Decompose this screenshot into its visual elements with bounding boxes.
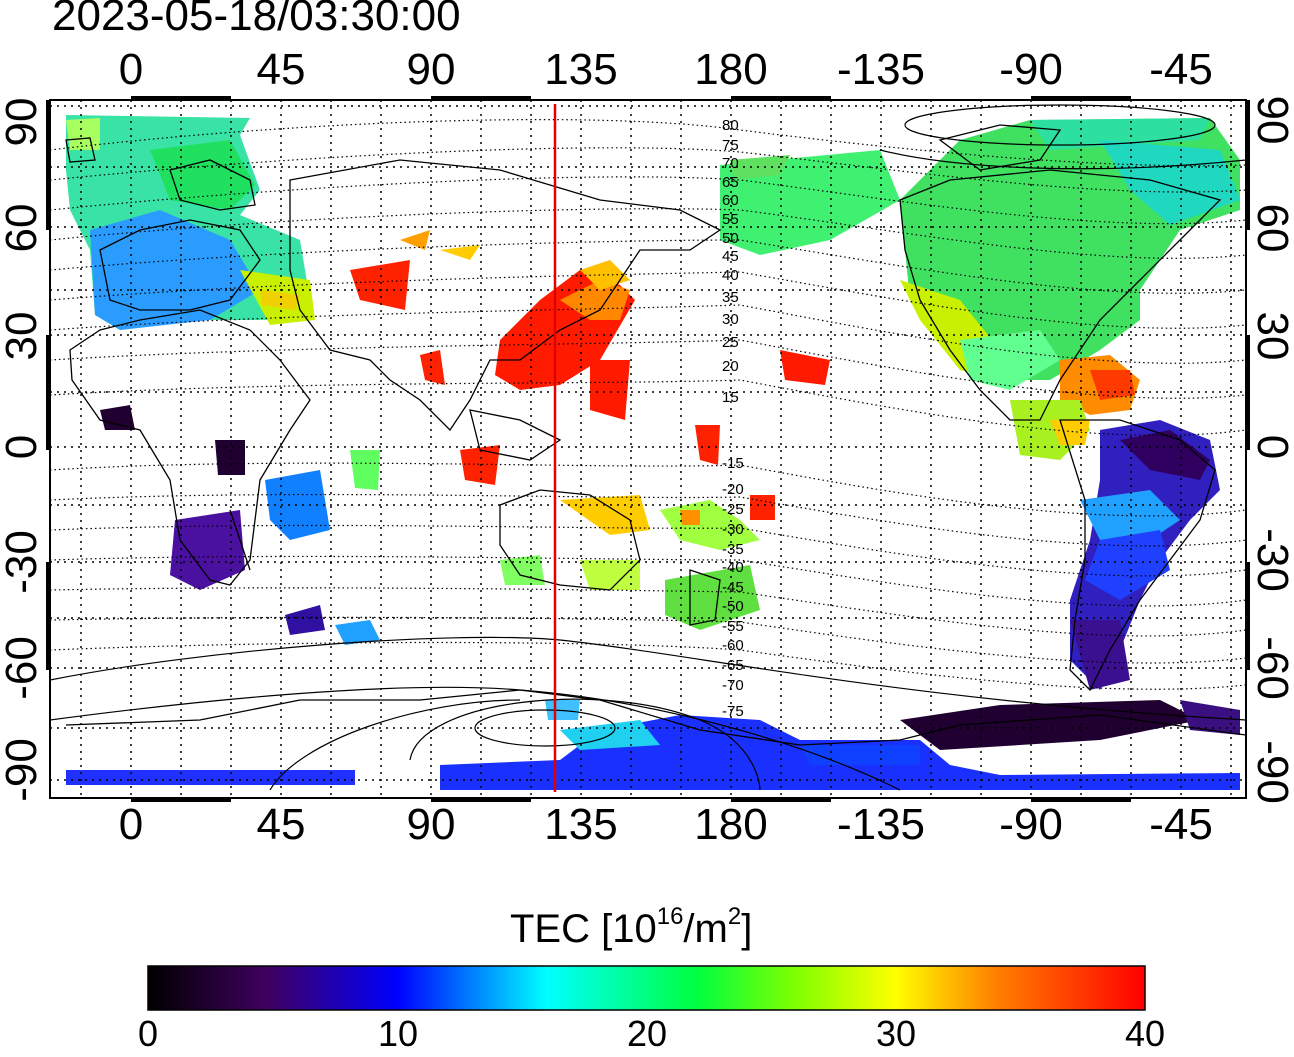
contour-label: -15 [722, 455, 744, 472]
contour-label: 70 [722, 155, 739, 172]
lon-label: 0 [118, 45, 144, 94]
colorbar-title-close: ] [741, 907, 753, 951]
contour-label: 30 [722, 311, 739, 328]
lon-label: -45 [1149, 45, 1213, 94]
contour-label: -55 [722, 618, 744, 635]
contour-label: -75 [722, 703, 744, 720]
timestamp-title: 2023-05-18/03:30:00 [52, 0, 461, 40]
colorbar-title-exp: 16 [656, 903, 684, 930]
contour-label: 55 [722, 211, 739, 228]
lon-label: 180 [694, 45, 768, 94]
axis-tick-bars [46, 96, 1250, 802]
colorbar-tick: 10 [377, 1013, 419, 1054]
lon-label: 90 [406, 45, 456, 94]
lon-label: 45 [256, 45, 306, 94]
lon-label: 135 [544, 45, 618, 94]
colorbar-title: TEC [1016/m2] [510, 903, 753, 951]
tec-data-layer [66, 115, 1240, 790]
contour-label: 25 [722, 334, 739, 351]
colorbar-title-unit-exp: 2 [727, 903, 742, 930]
contour-label: -30 [722, 521, 744, 538]
contour-label: 15 [722, 389, 739, 406]
contour-label: -20 [722, 481, 744, 498]
contour-label: 65 [722, 174, 739, 191]
contour-label: 20 [722, 358, 739, 375]
lon-label: -90 [999, 800, 1063, 849]
lon-label: 180 [694, 800, 768, 849]
contour-label: 35 [722, 289, 739, 306]
contour-label: -25 [722, 501, 744, 518]
lon-label: 45 [256, 800, 306, 849]
contour-label: 75 [722, 137, 739, 154]
contour-label: 40 [722, 267, 739, 284]
magnetic-contours [50, 119, 1246, 690]
contour-label: -70 [722, 677, 744, 694]
lon-label: 90 [406, 800, 456, 849]
colorbar-tick: 30 [875, 1013, 917, 1054]
contour-label: -60 [722, 637, 744, 654]
coastlines [65, 124, 1246, 746]
contour-label: -65 [722, 657, 744, 674]
solid-contours [50, 104, 1246, 791]
colorbar-tick: 20 [626, 1013, 668, 1054]
colorbar-tick: 40 [1124, 1013, 1166, 1054]
contour-label: 45 [722, 248, 739, 265]
contour-label: -35 [722, 541, 744, 558]
lon-label: -90 [999, 45, 1063, 94]
contour-label: -45 [722, 579, 744, 596]
contour-label: 60 [722, 192, 739, 209]
contour-label: 80 [722, 117, 739, 134]
tec-colorbar [147, 965, 1146, 1011]
colorbar-tick: 0 [137, 1013, 159, 1054]
contour-label: 50 [722, 230, 739, 247]
lon-label: 0 [118, 800, 144, 849]
lon-label: -135 [836, 800, 926, 849]
colorbar-title-unit: /m [683, 907, 728, 951]
contour-label: -50 [722, 598, 744, 615]
lon-label: 135 [544, 800, 618, 849]
contour-label: -40 [722, 559, 744, 576]
lon-label: -135 [836, 45, 926, 94]
lon-label: -45 [1149, 800, 1213, 849]
colorbar-title-text: TEC [10 [510, 907, 657, 951]
